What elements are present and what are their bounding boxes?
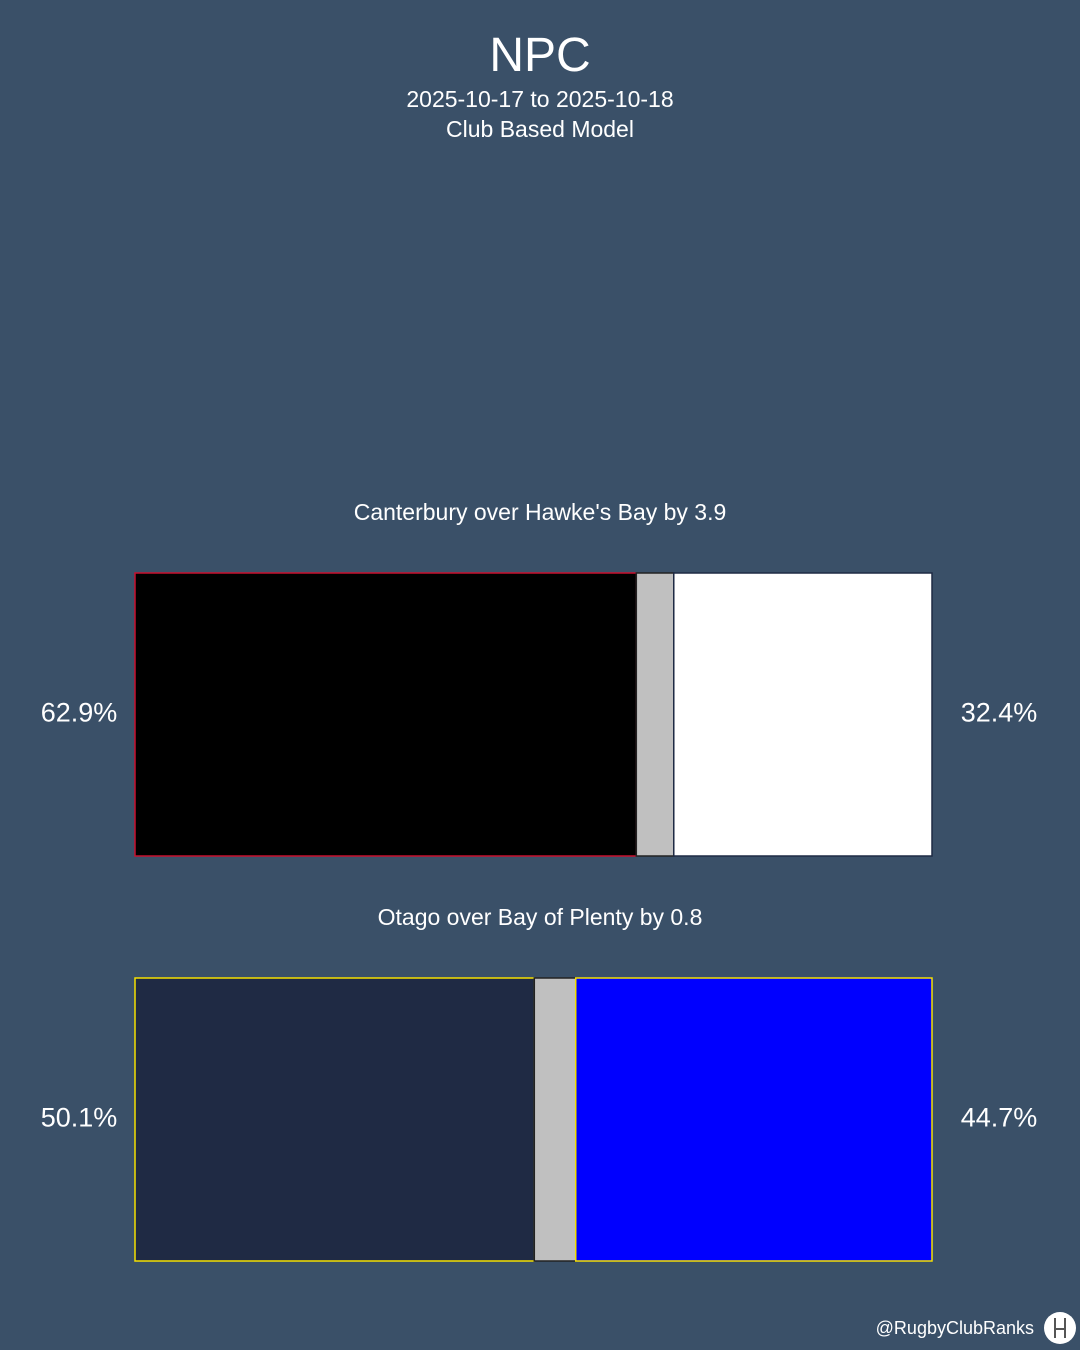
- home-win-bar: [134, 572, 638, 857]
- date-range: 2025-10-17 to 2025-10-18: [406, 86, 674, 112]
- match-label: Canterbury over Hawke's Bay by 3.9: [354, 499, 727, 525]
- home-win-pct: 62.9%: [41, 698, 118, 728]
- chart-title: NPC: [489, 29, 591, 82]
- model-name: Club Based Model: [446, 116, 634, 142]
- home-win-pct: 50.1%: [41, 1103, 118, 1133]
- social-handle: @RugbyClubRanks: [875, 1317, 1034, 1338]
- draw-bar: [533, 977, 577, 1262]
- footer: @RugbyClubRanks: [876, 1312, 1076, 1344]
- away-win-pct: 32.4%: [961, 698, 1038, 728]
- away-win-pct: 44.7%: [961, 1103, 1038, 1133]
- home-win-bar: [134, 977, 536, 1262]
- match-label: Otago over Bay of Plenty by 0.8: [378, 904, 703, 930]
- rugby-posts-icon: [1044, 1312, 1076, 1344]
- away-win-bar: [673, 572, 933, 857]
- draw-bar: [635, 572, 675, 857]
- away-win-bar: [574, 977, 933, 1262]
- chart-header: NPC 2025-10-17 to 2025-10-18 Club Based …: [0, 28, 1080, 144]
